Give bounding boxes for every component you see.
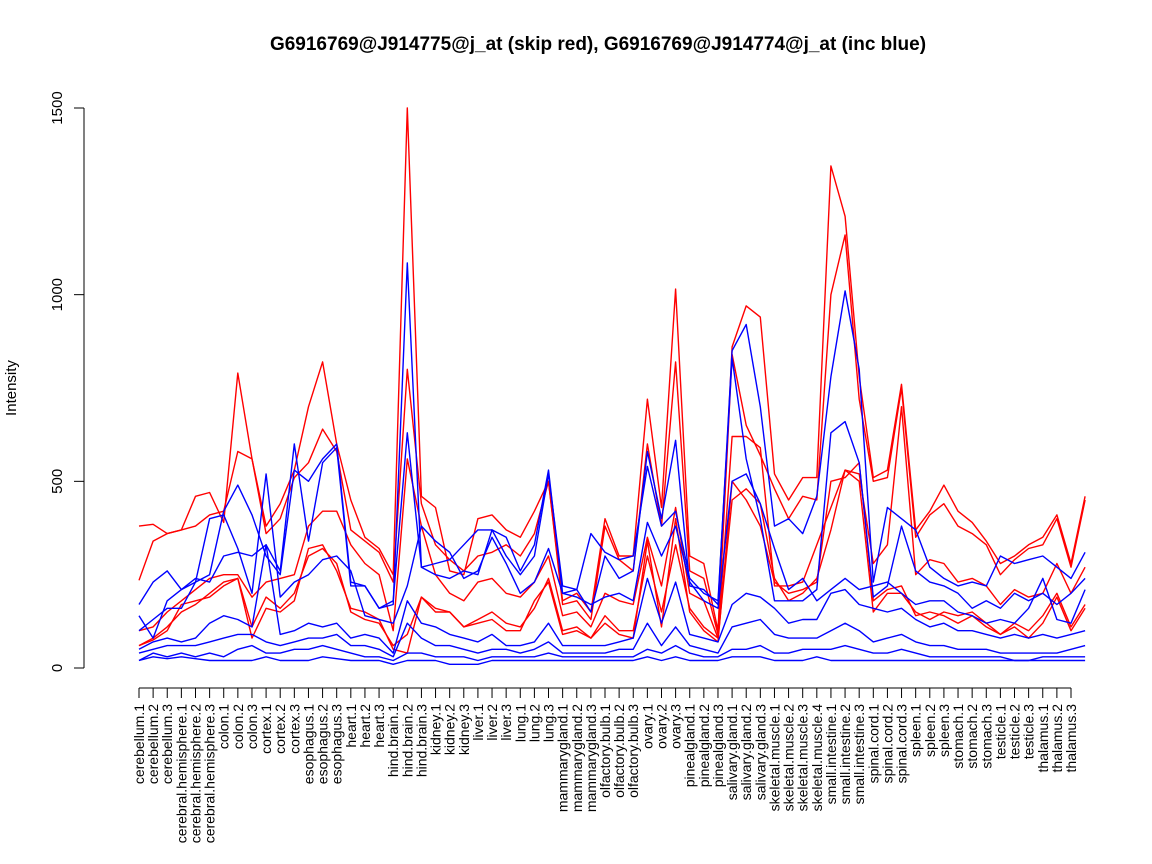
x-tick-label: spinal.cord.1 — [865, 704, 881, 784]
x-tick-label: liver.1 — [470, 704, 486, 741]
x-tick-label: spleen.2 — [922, 704, 938, 757]
x-tick-label: cerebellum.3 — [159, 704, 175, 784]
plot-area — [138, 107, 1086, 665]
x-tick-label: spinal.cord.2 — [879, 704, 895, 784]
x-tick-label: kidney.2 — [442, 704, 458, 755]
y-tick-label: 0 — [49, 664, 66, 672]
skip-red-series-line — [138, 462, 1086, 654]
x-tick-label: heart.1 — [343, 704, 359, 748]
inc-blue-series-line — [138, 473, 1086, 639]
x-tick-label: hind.brain.2 — [399, 704, 415, 777]
x-tick-label: stomach.3 — [978, 704, 994, 769]
x-tick-label: testicle.1 — [992, 704, 1008, 759]
x-tick-label: lung.2 — [526, 704, 542, 742]
y-tick-label: 500 — [49, 469, 66, 494]
x-tick-label: small.intestine.3 — [851, 704, 867, 805]
x-tick-label: small.intestine.2 — [837, 704, 853, 805]
x-tick-label: stomach.2 — [964, 704, 980, 769]
y-axis: 0 500 1000 1500 — [49, 91, 85, 672]
x-tick-label: thalamus.1 — [1035, 704, 1051, 773]
x-tick-label: skeletal.muscle.3 — [795, 704, 811, 812]
x-tick-label: cerebral.hemisphere.1 — [173, 704, 189, 844]
x-tick-label: mammarygland.3 — [583, 704, 599, 812]
x-tick-label: cortex.3 — [286, 704, 302, 754]
x-tick-label: skeletal.muscle.2 — [781, 704, 797, 812]
x-tick-label: cerebellum.2 — [145, 704, 161, 784]
x-tick-label: spleen.3 — [936, 704, 952, 757]
x-tick-label: mammarygland.1 — [555, 704, 571, 812]
x-tick-label: salivary.gland.1 — [724, 704, 740, 800]
x-tick-label: esophagus.3 — [329, 704, 345, 784]
x-tick-label: stomach.1 — [950, 704, 966, 769]
x-tick-label: kidney.1 — [428, 704, 444, 755]
skip-red-series-line — [138, 406, 1086, 639]
x-tick-label: spleen.1 — [908, 704, 924, 757]
inc-blue-series-line — [138, 618, 1086, 658]
x-tick-label: liver.3 — [498, 704, 514, 741]
x-tick-label: ovary.1 — [639, 704, 655, 749]
x-tick-label: thalamus.3 — [1063, 704, 1079, 773]
x-tick-label: small.intestine.1 — [823, 704, 839, 805]
x-tick-label: thalamus.2 — [1049, 704, 1065, 773]
inc-blue-series-line — [138, 656, 1086, 665]
x-tick-label: colon.1 — [216, 704, 232, 749]
y-tick-label: 1000 — [49, 278, 66, 311]
x-tick-label: salivary.gland.3 — [752, 704, 768, 800]
x-tick-label: salivary.gland.2 — [738, 704, 754, 800]
y-axis-label: Intensity — [3, 360, 20, 416]
inc-blue-series-line — [138, 357, 1086, 632]
x-tick-label: skeletal.muscle.1 — [766, 704, 782, 812]
inc-blue-series-line — [138, 262, 1086, 613]
x-tick-label: cerebellum.1 — [131, 704, 147, 784]
y-tick-label: 1500 — [49, 91, 66, 124]
x-tick-label: olfactory.bulb.2 — [611, 704, 627, 798]
chart-title: G6916769@J914775@j_at (skip red), G69167… — [270, 34, 926, 55]
x-tick-label: olfactory.bulb.1 — [597, 704, 613, 798]
x-tick-label: kidney.3 — [456, 704, 472, 755]
x-tick-label: hind.brain.1 — [385, 704, 401, 777]
x-tick-label: pinealgland.1 — [682, 704, 698, 788]
x-tick-label: cerebral.hemisphere.2 — [187, 704, 203, 844]
x-tick-label: pinealgland.2 — [696, 704, 712, 788]
x-tick-label: cortex.2 — [272, 704, 288, 754]
x-tick-label: heart.2 — [357, 704, 373, 748]
x-tick-label: spinal.cord.3 — [894, 704, 910, 784]
x-tick-label: testicle.3 — [1021, 704, 1037, 759]
skip-red-series-line — [138, 107, 1086, 632]
x-tick-label: esophagus.2 — [315, 704, 331, 784]
x-tick-label: testicle.2 — [1007, 704, 1023, 759]
x-tick-label: esophagus.1 — [300, 704, 316, 784]
x-tick-label: lung.3 — [541, 704, 557, 742]
x-tick-label: skeletal.muscle.4 — [809, 704, 825, 812]
skip-red-series-line — [138, 234, 1086, 636]
inc-blue-series-line — [138, 544, 1086, 654]
x-tick-label: heart.3 — [371, 704, 387, 748]
x-tick-label: hind.brain.3 — [413, 704, 429, 777]
x-tick-label: liver.2 — [484, 704, 500, 741]
x-tick-label: pinealgland.3 — [710, 704, 726, 788]
x-tick-label: ovary.3 — [668, 704, 684, 749]
x-tick-label: cerebral.hemisphere.3 — [202, 704, 218, 844]
skip-red-series-line — [138, 469, 1086, 647]
x-tick-label: colon.3 — [244, 704, 260, 749]
inc-blue-series-line — [138, 644, 1086, 662]
x-tick-label: colon.2 — [230, 704, 246, 749]
x-tick-label: cortex.1 — [258, 704, 274, 754]
x-axis: cerebellum.1cerebellum.2cerebellum.3cere… — [131, 687, 1079, 844]
x-tick-label: lung.1 — [512, 704, 528, 742]
x-tick-label: olfactory.bulb.3 — [625, 704, 641, 798]
x-tick-label: ovary.2 — [653, 704, 669, 749]
x-tick-label: mammarygland.2 — [569, 704, 585, 812]
